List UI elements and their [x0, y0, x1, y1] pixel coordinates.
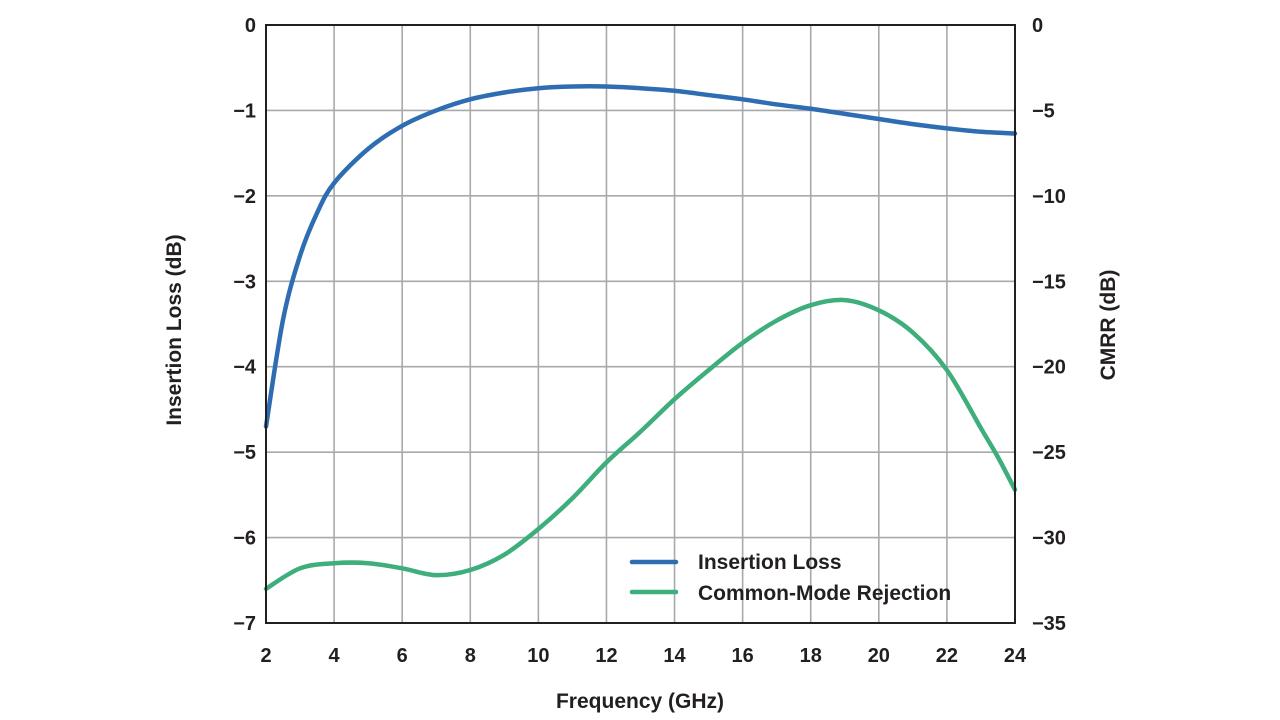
right-y-tick-label: −25 — [1032, 442, 1066, 464]
legend-label-common-mode-rejection: Common-Mode Rejection — [698, 582, 951, 605]
x-tick-label: 18 — [800, 645, 822, 667]
right-y-tick-label: −10 — [1032, 186, 1066, 208]
right-y-tick-label: −5 — [1032, 100, 1055, 122]
left-y-axis-title: Insertion Loss (dB) — [163, 234, 186, 425]
x-tick-label: 2 — [260, 645, 271, 667]
left-y-tick-label: −6 — [233, 528, 256, 550]
right-y-tick-label: 0 — [1032, 15, 1043, 37]
right-y-axis-ticks: 0 −5 −10 −15 −20 −25 −30 −35 — [1032, 15, 1066, 635]
left-y-tick-label: 0 — [245, 15, 256, 37]
x-tick-label: 14 — [663, 645, 686, 667]
left-y-tick-label: −7 — [233, 613, 256, 635]
legend-label-insertion-loss: Insertion Loss — [698, 551, 842, 574]
right-y-tick-label: −30 — [1032, 528, 1066, 550]
left-y-tick-label: −1 — [233, 100, 256, 122]
plot-frame — [265, 24, 1016, 624]
x-tick-label: 20 — [868, 645, 890, 667]
x-tick-label: 6 — [397, 645, 408, 667]
series-lines — [263, 84, 1018, 592]
series-line-common-mode-rejection — [263, 297, 1018, 592]
x-tick-label: 8 — [465, 645, 476, 667]
x-tick-label: 24 — [1004, 645, 1027, 667]
left-y-tick-label: −5 — [233, 442, 256, 464]
x-axis-ticks: 2 4 6 8 10 12 14 16 18 20 22 24 — [260, 645, 1027, 667]
right-y-axis-title: CMRR (dB) — [1097, 270, 1120, 381]
left-y-axis-ticks: 0 −1 −2 −3 −4 −5 −6 −7 — [233, 15, 257, 635]
left-y-tick-label: −2 — [233, 186, 256, 208]
legend: Insertion Loss Common-Mode Rejection — [629, 551, 951, 605]
right-y-tick-label: −35 — [1032, 613, 1066, 635]
right-y-tick-label: −15 — [1032, 271, 1066, 293]
x-tick-label: 12 — [595, 645, 617, 667]
series-line-insertion-loss — [263, 84, 1018, 429]
x-axis-title: Frequency (GHz) — [556, 690, 724, 713]
right-y-tick-label: −20 — [1032, 357, 1066, 379]
left-y-tick-label: −4 — [233, 357, 257, 379]
x-tick-label: 22 — [936, 645, 958, 667]
x-tick-label: 4 — [329, 645, 341, 667]
left-y-tick-label: −3 — [233, 271, 256, 293]
x-tick-label: 16 — [732, 645, 754, 667]
x-tick-label: 10 — [527, 645, 549, 667]
